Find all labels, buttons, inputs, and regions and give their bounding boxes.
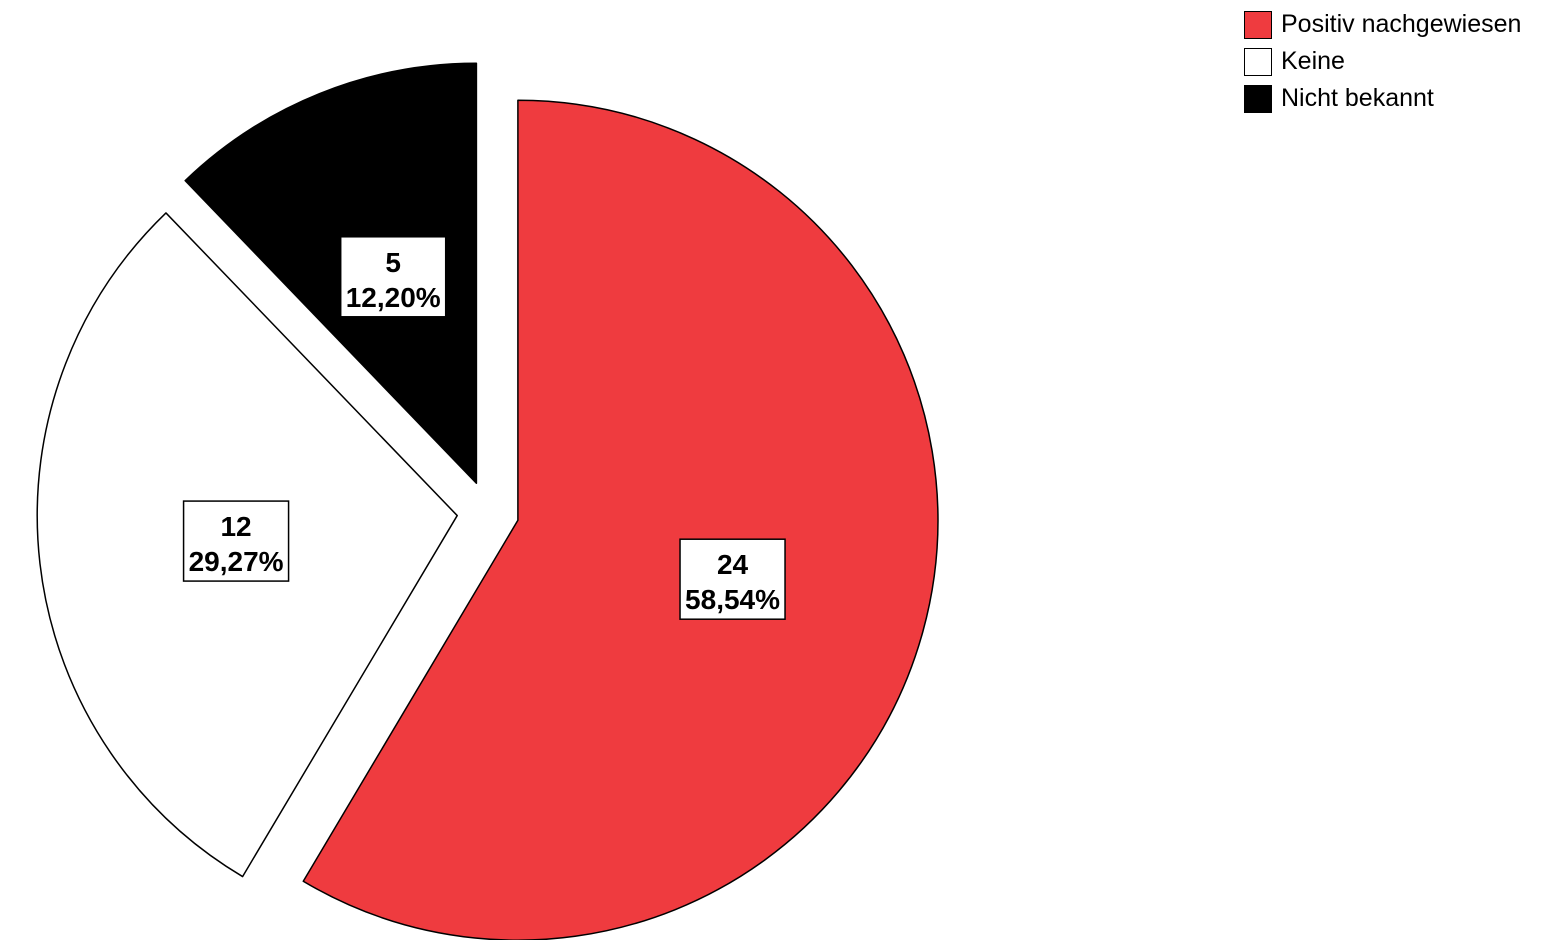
pie-slice-positiv-nachgewiesen — [302, 99, 939, 940]
slice-percent-label: 12,20% — [346, 282, 441, 313]
legend-label: Keine — [1281, 47, 1345, 75]
slice-data-label: 24 58,54% — [679, 538, 786, 620]
legend-item-keine: Keine — [1244, 43, 1521, 80]
slice-label-box — [679, 538, 786, 620]
legend: Positiv nachgewiesen Keine Nicht bekannt — [1244, 6, 1521, 117]
legend-swatch — [1244, 10, 1272, 39]
legend-label: Positiv nachgewiesen — [1281, 10, 1522, 38]
legend-swatch — [1244, 84, 1272, 113]
slice-count-label: 12 — [220, 511, 251, 542]
legend-item-nicht-bekannt: Nicht bekannt — [1244, 80, 1521, 117]
slice-count-label: 5 — [385, 247, 401, 278]
legend-item-positiv-nachgewiesen: Positiv nachgewiesen — [1244, 6, 1521, 43]
pie-slice-nicht-bekannt — [184, 62, 478, 484]
slice-label-box — [339, 236, 447, 318]
slice-label-box — [182, 500, 290, 582]
legend-label: Nicht bekannt — [1281, 84, 1434, 112]
slice-percent-label: 58,54% — [685, 584, 780, 615]
slice-data-label: 5 12,20% — [339, 236, 447, 318]
slice-count-label: 24 — [717, 549, 749, 580]
slice-data-label: 12 29,27% — [182, 500, 290, 582]
legend-swatch — [1244, 47, 1272, 76]
slice-percent-label: 29,27% — [189, 546, 284, 577]
